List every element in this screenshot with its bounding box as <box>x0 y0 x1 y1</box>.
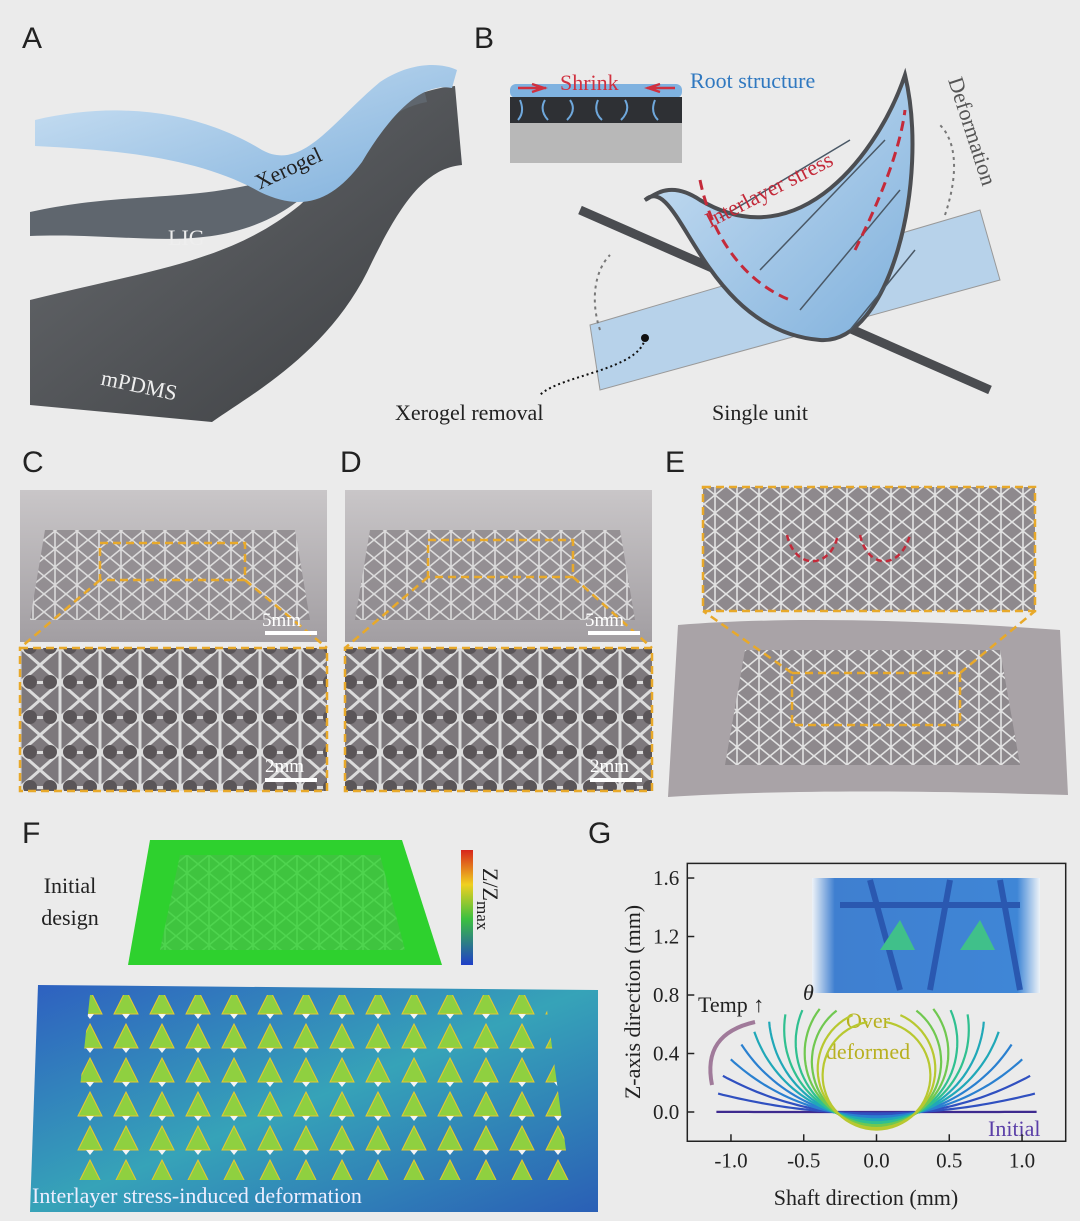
deformation-caption: Interlayer stress-induced deformation <box>32 1183 362 1208</box>
zoom-box <box>790 671 962 727</box>
scale-bar <box>265 631 317 635</box>
x-tick-label: -0.5 <box>787 1148 820 1172</box>
zoom-photo <box>20 648 327 791</box>
zoom-box <box>98 541 247 582</box>
temp-arrow <box>708 1020 756 1086</box>
colorbar <box>461 850 473 965</box>
lig-layer <box>30 80 427 239</box>
removal-pointer <box>539 337 646 396</box>
temp-annotation: Temp ↑ <box>698 992 764 1017</box>
panel-f: F Initial design Z/Zmax Interlayer stres… <box>22 817 598 1212</box>
y-tick-label: 0.4 <box>653 1042 680 1066</box>
unit-lines <box>719 139 916 331</box>
deformation-arrows <box>593 124 956 331</box>
panel-e: E <box>665 446 1068 797</box>
scale-bar-label: 5mm <box>262 610 301 631</box>
panel-label: F <box>22 817 40 850</box>
x-tick-label: 0.0 <box>863 1148 889 1172</box>
unit-caption: Single unit <box>712 400 808 425</box>
inset-label: Root structure <box>690 68 815 93</box>
x-tick-label: -1.0 <box>714 1148 747 1172</box>
xerogel-layer <box>35 65 457 202</box>
panel-b: B Shrink Root structure Interlayer stres… <box>395 22 1002 425</box>
colorbar-subscript: max <box>473 901 492 931</box>
panel-c: C 5mm 2mm <box>18 446 329 793</box>
initial-label: design <box>41 905 98 930</box>
x-tick-label: 0.5 <box>936 1148 962 1172</box>
scale-bar-label: 2mm <box>590 756 629 777</box>
zoom-frame <box>701 485 1037 613</box>
inset-lattice <box>840 879 1023 991</box>
scale-bar-label: 2mm <box>265 756 304 777</box>
over-annotation: Over <box>846 1008 891 1033</box>
deformation-label: Deformation <box>943 74 1002 189</box>
lattice <box>355 530 635 620</box>
curvature-marks <box>785 534 912 563</box>
zoom-photo <box>345 648 652 791</box>
panel-d: D 5mm 2mm <box>340 446 654 793</box>
shrink-arrows <box>518 82 675 94</box>
x-axis-label: Shaft direction (mm) <box>774 1185 959 1210</box>
inset-substrate <box>510 123 682 163</box>
layer-label: LIG <box>168 225 205 250</box>
simulated-profile <box>876 1021 932 1131</box>
x-tick-label: 1.0 <box>1009 1148 1035 1172</box>
panel-label: A <box>22 22 42 55</box>
panel-label: E <box>665 446 685 479</box>
zoom-lines <box>702 609 1036 675</box>
initial-label: Initial <box>44 873 97 898</box>
initial-annotation: Initial <box>988 1116 1041 1141</box>
y-tick-label: 0.8 <box>653 983 679 1007</box>
deformed-units <box>70 995 570 1180</box>
panel-label: D <box>340 446 362 479</box>
zoom-frame <box>18 646 329 793</box>
initial-lattice <box>160 855 405 950</box>
scale-bar <box>265 778 317 782</box>
inset-units <box>880 920 995 950</box>
panel-label: G <box>588 817 611 850</box>
y-axis-label: Z-axis direction (mm) <box>620 905 645 1099</box>
colorbar-symbol: Z/Z <box>478 868 503 901</box>
zoom-lines <box>344 576 653 649</box>
y-tick-label: 1.2 <box>653 925 679 949</box>
inset-xerogel <box>510 84 682 98</box>
panel-g: G Shaft direction (mm) Z-axis direction … <box>588 817 1067 1210</box>
root-structure <box>517 99 659 121</box>
colorbar-label: Z/Zmax <box>473 868 503 931</box>
panel-a: A Xerogel LIG mPDMS <box>22 22 462 422</box>
lattice <box>725 650 1020 765</box>
simulated-profile <box>821 1021 877 1131</box>
zoom-box <box>426 538 575 579</box>
y-tick-label: 1.6 <box>653 866 679 890</box>
panel-label: C <box>22 446 44 479</box>
panel-label: B <box>474 22 494 55</box>
y-tick-label: 0.0 <box>653 1100 679 1124</box>
zoom-photo <box>703 487 1035 611</box>
theta-annotation: θ <box>803 980 814 1005</box>
over-annotation: deformed <box>826 1039 910 1064</box>
scale-bar <box>590 778 642 782</box>
inset-label: Shrink <box>560 70 619 95</box>
stress-arrows <box>698 109 907 302</box>
zoom-frame <box>343 646 654 793</box>
removal-label: Xerogel removal <box>395 400 543 425</box>
scale-bar-label: 5mm <box>585 610 624 631</box>
zoom-lines <box>19 579 328 649</box>
scale-bar <box>588 631 640 635</box>
